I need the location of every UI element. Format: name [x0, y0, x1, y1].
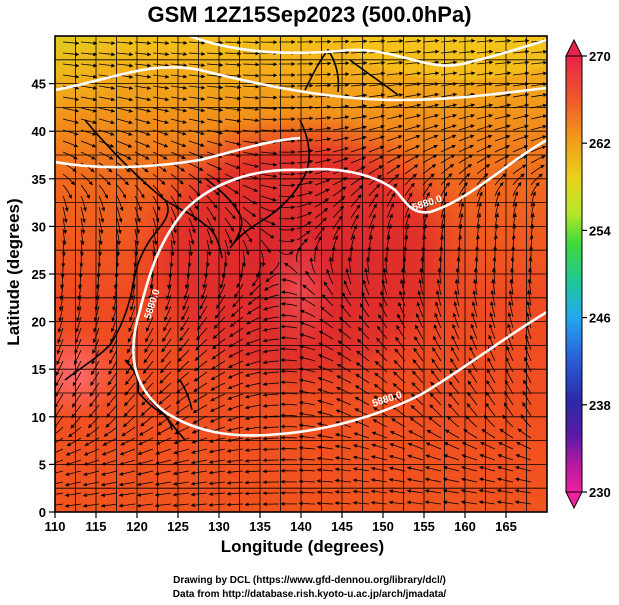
- x-tick-label: 145: [331, 519, 353, 534]
- x-axis-title: Longitude (degrees): [0, 537, 619, 557]
- x-tick-label: 130: [208, 519, 230, 534]
- x-tick-label: 155: [413, 519, 435, 534]
- colorbar-min-arrow: [565, 491, 583, 510]
- x-tick-label: 110: [45, 519, 66, 534]
- y-tick-label: 10: [32, 410, 46, 425]
- x-tick-label: 150: [372, 519, 394, 534]
- colorbar-tick-label: 262: [589, 136, 611, 151]
- x-tick-label: 165: [495, 519, 517, 534]
- y-tick-label: 5: [39, 457, 46, 472]
- height-contours: [55, 36, 547, 437]
- colorbar-tick-label: 246: [589, 311, 611, 326]
- credit-line-2: Data from http://database.rish.kyoto-u.a…: [172, 589, 447, 600]
- y-tick-label: 45: [32, 77, 46, 92]
- lat-lon-grid: [55, 36, 547, 512]
- y-tick-label: 0: [39, 505, 46, 520]
- y-tick-label: 35: [32, 172, 46, 187]
- y-tick-label: 25: [32, 267, 46, 282]
- x-tick-label: 160: [454, 519, 476, 534]
- y-tick-label: 30: [32, 219, 46, 234]
- colorbar-tick-label: 230: [589, 485, 611, 500]
- colorbar: [565, 55, 583, 493]
- map-title: GSM 12Z15Sep2023 (500.0hPa): [147, 2, 472, 27]
- x-tick-label: 115: [86, 519, 107, 534]
- colorbar-tick-label: 238: [589, 398, 611, 413]
- y-tick-label: 20: [32, 315, 46, 330]
- temperature-field: [55, 36, 547, 512]
- x-axis-title-text: Longitude (degrees): [220, 537, 385, 556]
- y-tick-label: 15: [32, 362, 46, 377]
- x-tick-label: 135: [249, 519, 271, 534]
- x-tick-label: 125: [167, 519, 189, 534]
- colorbar-tick-label: 254: [589, 223, 611, 238]
- coastlines: [64, 48, 399, 441]
- x-tick-label: 120: [126, 519, 148, 534]
- y-tick-label: 40: [32, 124, 46, 139]
- colorbar-max-arrow: [565, 38, 583, 57]
- x-tick-label: 140: [290, 519, 312, 534]
- y-axis-title: Latitude (degrees): [4, 198, 23, 346]
- colorbar-tick-label: 270: [589, 49, 611, 64]
- credit-line-1: Drawing by DCL (https://www.gfd-dennou.o…: [173, 575, 446, 586]
